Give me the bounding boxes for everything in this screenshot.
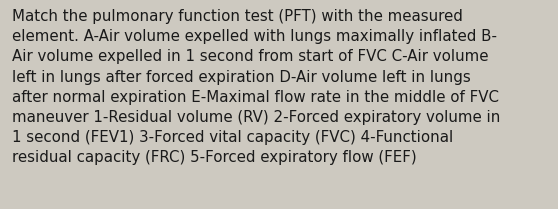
Text: Match the pulmonary function test (PFT) with the measured
element. A-Air volume : Match the pulmonary function test (PFT) … — [12, 9, 501, 165]
